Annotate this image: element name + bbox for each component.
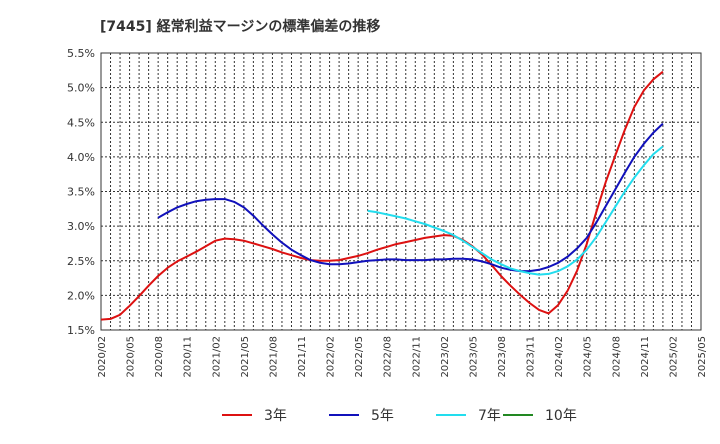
x-tick-label: 2023/11 (526, 336, 537, 378)
x-tick-label: 2024/02 (554, 336, 565, 378)
x-tick-label: 2022/02 (326, 336, 337, 378)
x-tick-label: 2022/11 (411, 336, 422, 378)
x-tick-label: 2022/08 (383, 336, 394, 378)
y-tick-label: 1.5% (67, 324, 95, 337)
x-tick-label: 2021/05 (240, 336, 251, 378)
y-tick-label: 5.5% (67, 47, 95, 60)
y-tick-label: 3.5% (67, 186, 95, 199)
legend: 3年 5年 7年 10年 (222, 408, 577, 424)
x-axis: 2020/02 2020/05 2020/08 2020/11 2021/02 2021/… (97, 336, 708, 378)
legend-label: 5年 (371, 408, 394, 424)
y-tick-label: 2.0% (67, 289, 95, 302)
y-tick-label: 5.0% (67, 82, 95, 95)
x-tick-label: 2025/02 (668, 336, 679, 378)
legend-label: 10年 (545, 408, 577, 424)
x-tick-label: 2023/05 (468, 336, 479, 378)
series-line-3年 (100, 70, 664, 321)
x-tick-label: 2025/05 (697, 336, 708, 378)
x-tick-label: 2023/08 (497, 336, 508, 378)
x-tick-label: 2020/11 (183, 336, 194, 378)
y-tick-label: 2.5% (67, 255, 95, 268)
x-tick-label: 2024/11 (640, 336, 651, 378)
plot-frame (100, 52, 702, 331)
series-line-5年 (157, 122, 664, 273)
x-tick-label: 2023/02 (440, 336, 451, 378)
legend-label: 3年 (264, 408, 287, 424)
grid-lines (100, 52, 702, 331)
chart-title: [7445] 経常利益マージンの標準偏差の推移 (100, 18, 380, 35)
x-tick-label: 2020/02 (97, 336, 108, 378)
x-tick-label: 2021/11 (297, 336, 308, 378)
x-tick-label: 2022/05 (354, 336, 365, 378)
x-tick-label: 2020/05 (126, 336, 137, 378)
x-tick-label: 2024/08 (611, 336, 622, 378)
y-tick-label: 3.0% (67, 220, 95, 233)
y-tick-label: 4.5% (67, 116, 95, 129)
series-layer (100, 70, 664, 321)
legend-label: 7年 (478, 408, 501, 424)
y-axis: 1.5% 2.0% 2.5% 3.0% 3.5% 4.0% 4.5% 5.0% 5.5% (67, 47, 95, 337)
x-tick-label: 2024/05 (583, 336, 594, 378)
series-line-7年 (367, 145, 664, 276)
x-tick-label: 2021/02 (211, 336, 222, 378)
x-tick-label: 2021/08 (268, 336, 279, 378)
x-tick-label: 2020/08 (154, 336, 165, 378)
y-tick-label: 4.0% (67, 151, 95, 164)
